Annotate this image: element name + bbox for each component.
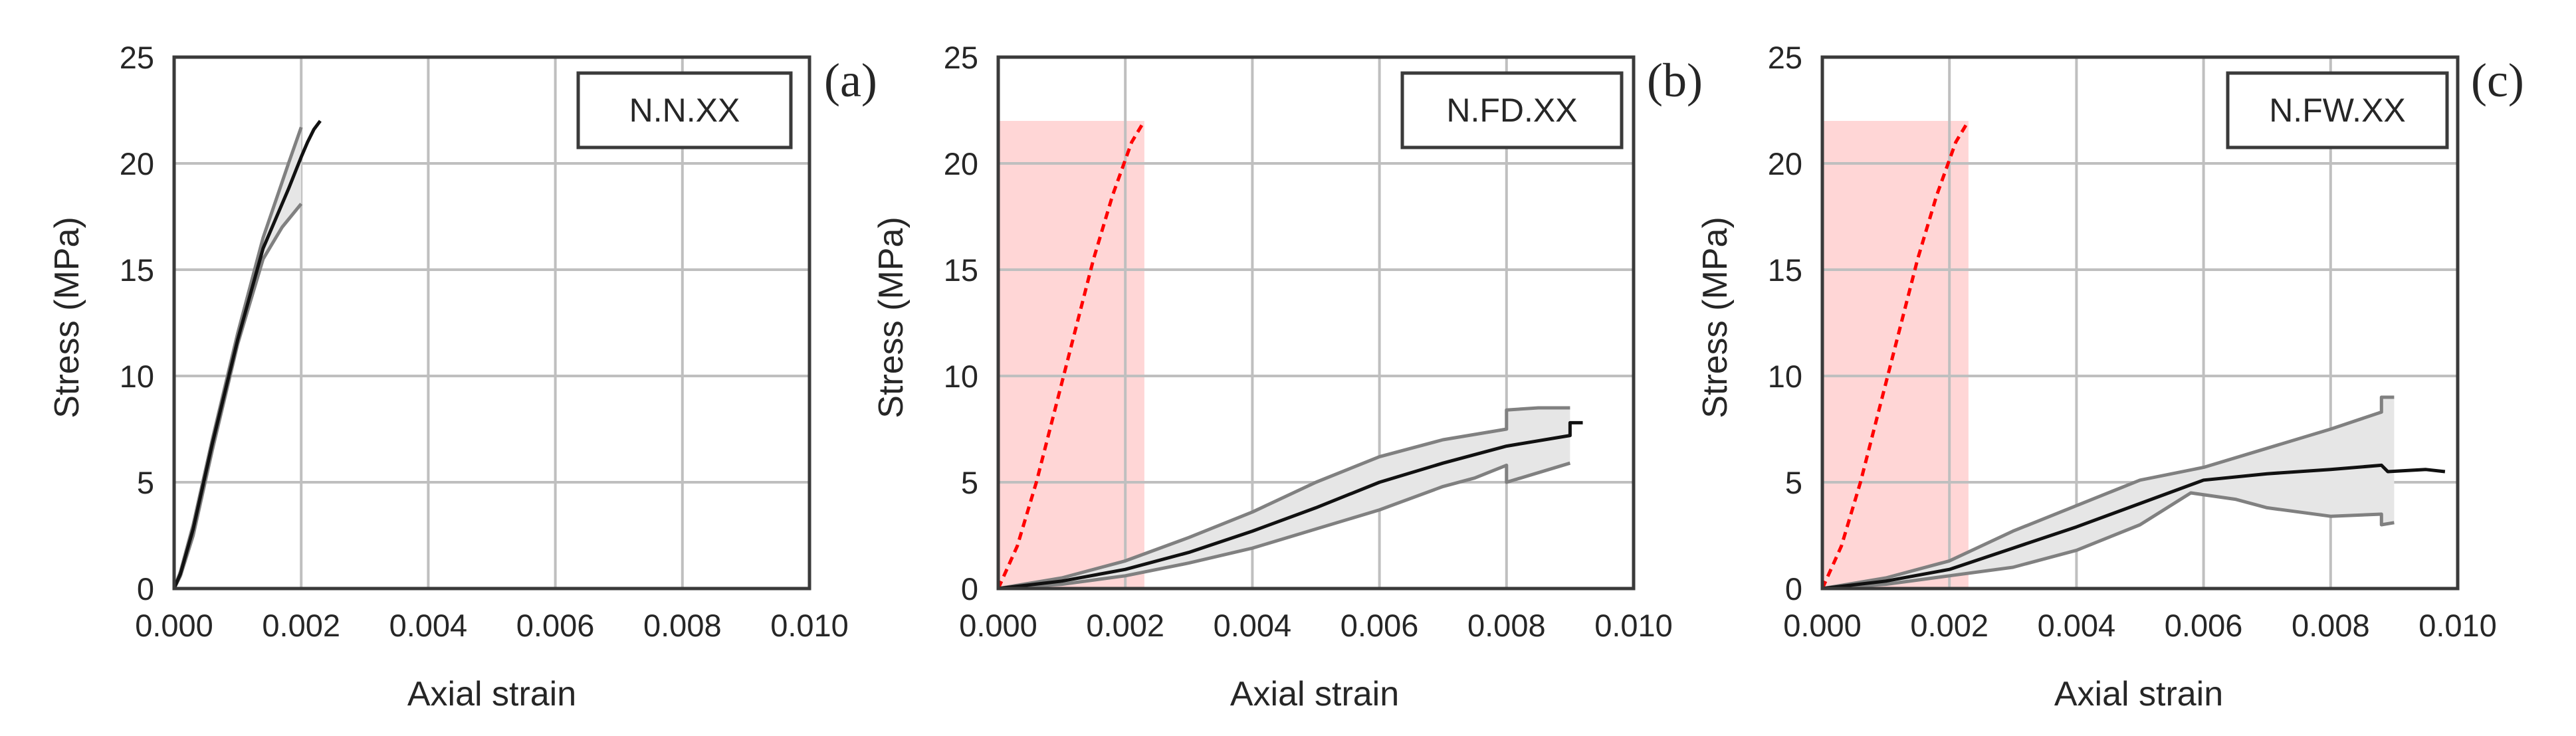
panel-b: 0.000 0.002 0.004 0.006 0.008 0.010 0 5 10 15 20 25… — [872, 40, 1703, 713]
panel-a-xtick-label: 0.000 — [135, 608, 213, 643]
panel-b-legend-frame — [1400, 71, 1624, 149]
panel-c-series-envelope-upper — [1822, 395, 2395, 591]
panel-a-ytick-label: 0 — [137, 571, 154, 606]
panel-a-legend-box: N.N.XX — [576, 71, 793, 149]
panel-c-ytick-label: 20 — [1768, 146, 1802, 181]
panel-b-xtick-label: 0.006 — [1341, 608, 1419, 643]
panel-a-legend-text: N.N.XX — [629, 92, 740, 129]
panel-b-xtick-label: 0.008 — [1467, 608, 1546, 643]
panel-b-ylabel: Stress (MPa) — [872, 217, 911, 418]
panel-b-xtick-label: 0.010 — [1594, 608, 1673, 643]
panel-c-xlabel: Axial strain — [2054, 675, 2223, 713]
panel-c-plot: 0.000 0.002 0.004 0.006 0.008 0.010 0 5 10 15 20 25 — [1768, 40, 2497, 643]
panel-c-ytick-label: 25 — [1768, 40, 1802, 75]
panel-c-series-envelope-lower — [1822, 491, 2395, 591]
panel-a-label: (a) — [824, 54, 877, 107]
panel-a-ylabel: Stress (MPa) — [48, 217, 86, 418]
panel-b-ytick-label: 5 — [961, 465, 978, 500]
panel-c-ytick-label: 10 — [1768, 359, 1802, 394]
panel-a-xtick-label: 0.008 — [643, 608, 722, 643]
panel-c-ytick-label: 0 — [1785, 571, 1802, 606]
panel-c-label: (c) — [2471, 54, 2524, 107]
panel-a-xtick-label: 0.004 — [389, 608, 468, 643]
panel-b-ytick-label: 0 — [961, 571, 978, 606]
panel-b-legend-box: N.FD.XX — [1400, 71, 1624, 149]
panel-c-series-mean — [1822, 463, 2446, 591]
panel-a-xlabel: Axial strain — [407, 675, 576, 713]
panel-a-frame — [172, 55, 811, 591]
panel-a-ytick-label: 25 — [120, 40, 154, 75]
panel-b-ytick-label: 15 — [944, 252, 978, 288]
panel-b-xtick-label: 0.004 — [1214, 608, 1292, 643]
panel-a-xtick-label: 0.002 — [262, 608, 340, 643]
panel-b-ytick-label: 20 — [944, 146, 978, 181]
panel-b-frame — [996, 55, 1636, 591]
panel-c-xtick-label: 0.010 — [2418, 608, 2497, 643]
panel-b-highlight-region — [998, 121, 1144, 589]
panel-a: 0.000 0.002 0.004 0.006 0.008 0.010 0 5 10 15 20 25… — [48, 40, 877, 713]
panel-c-legend-frame — [2226, 71, 2449, 149]
panel-c-ytick-label: 5 — [1785, 465, 1802, 500]
panel-c-legend-text: N.FW.XX — [2269, 92, 2406, 129]
panel-c: 0.000 0.002 0.004 0.006 0.008 0.010 0 5 10 15 20 25… — [1696, 40, 2524, 713]
panel-b-xtick-label: 0.002 — [1086, 608, 1164, 643]
panel-c-highlight-region — [1822, 121, 1969, 589]
panel-b-ytick-label: 25 — [944, 40, 978, 75]
panel-c-series-reference-dashed — [1820, 120, 1971, 590]
panel-b-xlabel: Axial strain — [1230, 675, 1399, 713]
panel-a-ytick-label: 10 — [120, 359, 154, 394]
panel-c-ylabel: Stress (MPa) — [1696, 217, 1735, 418]
panel-c-frame — [1820, 55, 2460, 591]
panel-c-legend-box: N.FW.XX — [2226, 71, 2449, 149]
panel-c-xtick-label: 0.006 — [2165, 608, 2243, 643]
panel-c-xtick-label: 0.000 — [1783, 608, 1862, 643]
panel-a-ytick-label: 20 — [120, 146, 154, 181]
panel-b-plot: 0.000 0.002 0.004 0.006 0.008 0.010 0 5 10 15 20 25 — [944, 40, 1673, 643]
panel-a-legend-frame — [576, 71, 793, 149]
panel-c-xtick-label: 0.002 — [1910, 608, 1988, 643]
panel-c-ytick-label: 15 — [1768, 252, 1802, 288]
panel-b-series-envelope-lower — [998, 461, 1571, 591]
panel-b-label: (b) — [1647, 54, 1703, 107]
panel-a-series-mean — [172, 120, 322, 589]
panel-c-xtick-label: 0.008 — [2292, 608, 2370, 643]
panel-a-xtick-label: 0.010 — [770, 608, 849, 643]
panel-a-xtick-label: 0.006 — [516, 608, 595, 643]
panel-b-series-reference-dashed — [996, 120, 1146, 590]
panel-b-series-mean — [998, 420, 1583, 591]
panel-c-xtick-label: 0.004 — [2038, 608, 2116, 643]
panel-a-plot: 0.000 0.002 0.004 0.006 0.008 0.010 0 5 10 15 20 25 — [120, 40, 849, 643]
panel-b-series-envelope-upper — [998, 406, 1570, 591]
panel-b-xtick-label: 0.000 — [959, 608, 1037, 643]
panel-b-legend-text: N.FD.XX — [1446, 92, 1577, 129]
panel-a-ytick-label: 5 — [137, 465, 154, 500]
panel-a-ytick-label: 15 — [120, 252, 154, 288]
panel-b-ytick-label: 10 — [944, 359, 978, 394]
